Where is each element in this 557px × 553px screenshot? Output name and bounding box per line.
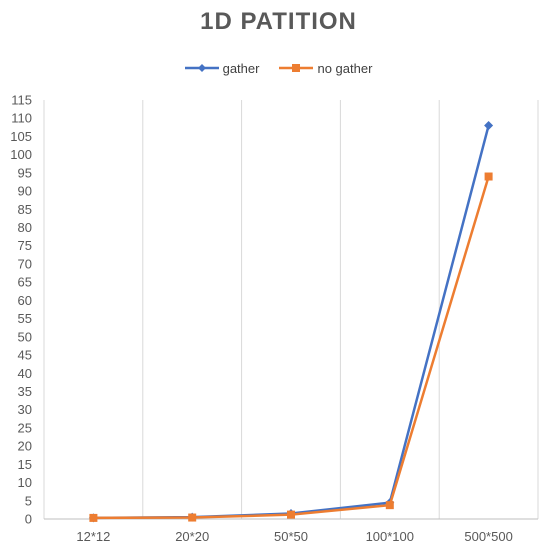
data-point-no-gather — [287, 510, 295, 519]
y-tick-label: 65 — [18, 275, 32, 290]
series-line-gather — [93, 125, 490, 520]
y-tick-label: 20 — [18, 439, 32, 454]
legend-swatch-no-gather — [279, 64, 314, 72]
y-tick-label: 0 — [25, 512, 32, 527]
y-tick-label: 95 — [18, 165, 32, 180]
y-tick-label: 60 — [18, 293, 32, 308]
y-tick-label: 110 — [11, 111, 32, 126]
y-tick-label: 30 — [18, 402, 32, 417]
x-tick-label: 50*50 — [274, 529, 308, 544]
legend: gather no gather — [0, 58, 557, 78]
y-tick-label: 15 — [18, 457, 32, 472]
x-tick-label: 100*100 — [366, 529, 414, 544]
y-tick-label: 75 — [18, 238, 32, 253]
y-tick-label: 100 — [10, 147, 32, 162]
x-tick-label: 12*12 — [76, 529, 110, 544]
y-tick-label: 115 — [11, 93, 32, 108]
y-tick-label: 70 — [18, 256, 32, 271]
legend-label-no-gather: no gather — [317, 60, 373, 76]
legend-item-gather: gather — [184, 60, 260, 76]
legend-label-gather: gather — [222, 60, 260, 76]
y-tick-label: 85 — [18, 202, 32, 217]
y-tick-label: 10 — [18, 475, 32, 490]
legend-swatch-gather — [184, 64, 219, 72]
x-tick-label: 20*20 — [175, 529, 209, 544]
y-tick-label: 80 — [18, 220, 32, 235]
y-tick-label: 5 — [25, 493, 32, 508]
data-point-no-gather — [484, 172, 493, 181]
data-point-no-gather — [188, 513, 197, 522]
data-point-no-gather — [89, 513, 98, 522]
x-tick-label: 500*500 — [464, 529, 512, 544]
y-tick-label: 45 — [18, 348, 32, 363]
chart-title: 1D PATITION — [200, 8, 357, 35]
y-tick-label: 90 — [18, 184, 32, 199]
legend-item-no-gather: no gather — [279, 61, 372, 76]
y-tick-label: 40 — [18, 366, 32, 381]
y-tick-label: 105 — [10, 129, 32, 144]
y-tick-label: 55 — [18, 311, 32, 326]
y-tick-label: 50 — [18, 329, 32, 344]
data-point-no-gather — [385, 501, 394, 510]
data-point-gather — [484, 121, 494, 131]
y-tick-label: 25 — [18, 420, 32, 435]
y-tick-label: 35 — [18, 384, 32, 399]
